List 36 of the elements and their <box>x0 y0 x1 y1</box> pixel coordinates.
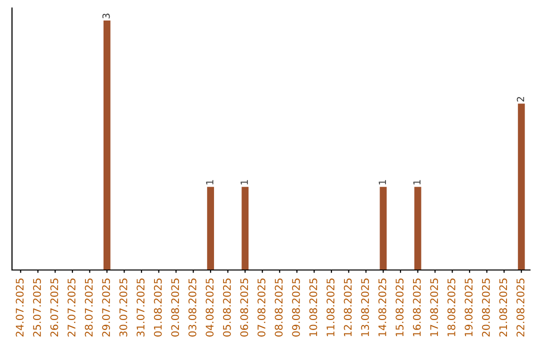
x-tick-label: 15.08.2025 <box>396 278 404 336</box>
x-tick-label: 03.08.2025 <box>188 278 196 337</box>
x-tick-label: 14.08.2025 <box>378 278 386 336</box>
x-tick-label: 22.08.2025 <box>516 278 524 337</box>
x-tick-label: 02.08.2025 <box>171 278 180 337</box>
x-tick-label: 25.07.2025 <box>33 278 41 337</box>
x-tick-label: 18.08.2025 <box>447 278 456 336</box>
x-tick-label: 30.07.2025 <box>119 278 128 336</box>
x-tick-label: 04.08.2025 <box>206 278 214 337</box>
data-label: 3 <box>102 14 110 18</box>
x-tick-label: 24.07.2025 <box>16 278 24 337</box>
x-tick-label: 29.07.2025 <box>102 278 110 337</box>
x-tick-label: 17.08.2025 <box>430 278 438 336</box>
data-label: 1 <box>413 180 420 184</box>
data-label: 1 <box>378 180 386 184</box>
x-tick-label: 26.07.2025 <box>50 278 58 337</box>
x-tick-label: 27.07.2025 <box>68 278 76 337</box>
x-tick-label: 21.08.2025 <box>499 278 508 337</box>
x-tick-label: 09.08.2025 <box>292 278 300 337</box>
x-tick-label: 01.08.2025 <box>154 278 162 337</box>
x-tick-label: 06.08.2025 <box>240 278 248 337</box>
x-tick-label: 08.08.2025 <box>274 278 283 337</box>
x-tick-label: 13.08.2025 <box>361 278 369 336</box>
x-tick-label: 10.08.2025 <box>309 278 318 336</box>
x-tick-label: 20.08.2025 <box>482 278 490 337</box>
x-tick-label: 11.08.2025 <box>326 278 334 336</box>
x-tick-label: 12.08.2025 <box>344 278 352 336</box>
data-label: 1 <box>206 180 214 184</box>
x-tick-label: 16.08.2025 <box>412 278 421 336</box>
x-tick-label: 05.08.2025 <box>222 278 231 337</box>
data-label: 2 <box>516 97 524 102</box>
x-tick-label: 07.08.2025 <box>258 278 266 337</box>
data-label: 1 <box>240 180 248 184</box>
x-tick-label: 19.08.2025 <box>464 278 473 336</box>
x-tick-label: 28.07.2025 <box>84 278 93 337</box>
x-tick-label: 31.07.2025 <box>136 278 145 336</box>
